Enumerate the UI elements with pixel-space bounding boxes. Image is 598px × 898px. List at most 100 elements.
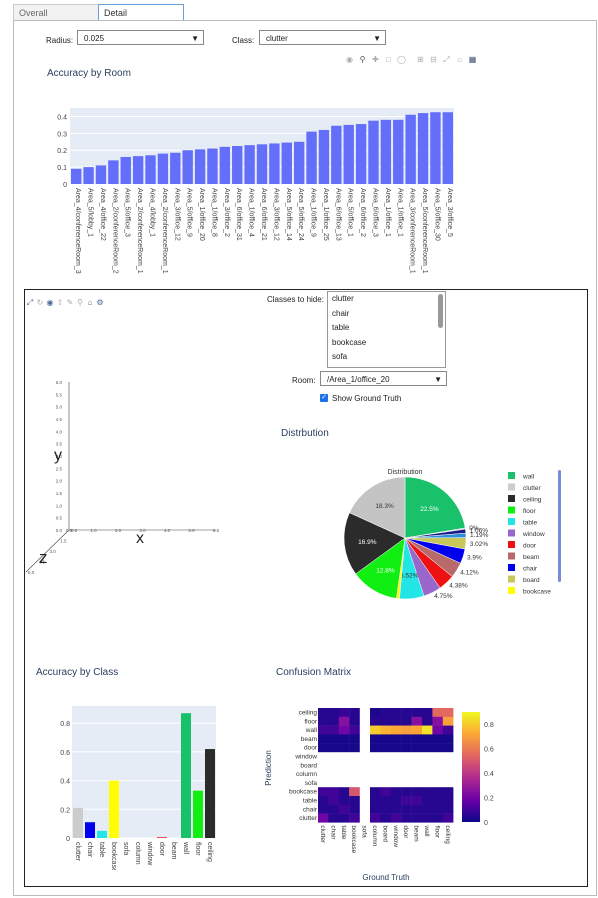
x-tick-label: beam — [413, 825, 420, 841]
heatmap-cell — [370, 813, 381, 823]
camera-icon[interactable]: ◉ — [46, 298, 54, 307]
y-tick-label: 0.1 — [57, 165, 67, 172]
heatmap-cell — [422, 716, 433, 726]
zoom-icon[interactable]: ⚲ — [77, 298, 83, 307]
y-tick-label: 3.5 — [56, 442, 63, 447]
heatmap-cell — [349, 708, 360, 717]
bar — [256, 144, 268, 184]
heatmap-cell — [318, 796, 329, 805]
legend-swatch — [508, 518, 515, 525]
x-tick-label: Area_1/office_1 — [384, 188, 391, 237]
heatmap-cell — [442, 716, 454, 726]
room-select[interactable]: /Area_1/office_20 ▼ — [320, 371, 447, 386]
heatmap-cell — [390, 796, 402, 805]
plotly-logo-icon[interactable]: ▦ — [468, 55, 477, 64]
box-select-icon[interactable]: □ — [386, 55, 391, 64]
bar — [281, 142, 292, 184]
scene-3d-plot[interactable]: 0.0 0.5 1.0 1.5 2.0 2.5 3.0 3.5 4.0 4.5 5.0 5.5 6.0 0… — [24, 370, 224, 580]
heatmap-cell — [380, 796, 391, 805]
heatmap-cell — [401, 796, 412, 805]
x-tick-label: Area_2/conferenceRoom_1 — [161, 188, 168, 274]
heatmap-cell — [442, 796, 454, 805]
radius-select[interactable]: 0.025 ▼ — [77, 30, 204, 45]
class-label: Class: — [232, 36, 255, 45]
x-tick-label: Area_1/office_9 — [310, 188, 317, 237]
hide-option-table[interactable]: table — [332, 323, 350, 332]
hide-option-chair[interactable]: chair — [332, 308, 350, 318]
pan-icon[interactable]: ✚ — [372, 55, 379, 64]
lasso-icon[interactable]: ◯ — [397, 55, 406, 64]
x-tick-label: Area_5/office_14 — [285, 188, 292, 241]
y-tick-label: 0.2 — [60, 807, 70, 814]
y-tick-label: 0.5 — [56, 516, 63, 521]
heatmap-cell — [370, 716, 381, 726]
pie-label: 22.5% — [420, 506, 439, 513]
y-tick-label: window — [294, 754, 317, 761]
zoom-in-icon[interactable]: ⊞ — [417, 55, 424, 64]
bar — [219, 146, 231, 184]
heatmap-cell — [370, 708, 381, 717]
classes-to-hide-list[interactable]: clutter chair table bookcase sofa — [327, 291, 446, 368]
x-tick-label: table — [98, 842, 105, 857]
turntable-icon[interactable]: ⇧ — [56, 298, 64, 307]
legend-label: beam — [523, 554, 539, 561]
hide-option-sofa[interactable]: sofa — [332, 352, 348, 361]
home-icon[interactable]: ⌂ — [87, 298, 93, 307]
heatmap-cell — [432, 708, 443, 717]
heatmap-cell — [432, 804, 443, 814]
list-scrollbar[interactable] — [438, 294, 443, 328]
x-tick-label: Area_1/office_1 — [396, 188, 403, 237]
x-tick-label: bookcase — [350, 825, 357, 853]
heatmap-cell — [411, 787, 423, 797]
bar — [83, 167, 94, 184]
y-axis-title: Prediction — [264, 750, 273, 786]
zoom-icon[interactable]: ⚲ — [359, 55, 366, 64]
hide-option-clutter[interactable]: clutter — [332, 294, 354, 303]
x-tick-label: Area_1/office_4 — [248, 188, 255, 237]
bar — [181, 713, 191, 838]
radius-label: Radius: — [46, 36, 74, 45]
legend-label: door — [523, 543, 537, 550]
heatmap-cell — [401, 708, 412, 717]
x-tick-label: wall — [423, 824, 430, 837]
gear-icon[interactable]: ⚙ — [96, 298, 104, 307]
ground-truth-checkbox[interactable]: ✓ — [320, 394, 328, 402]
zoom-out-icon[interactable]: ⊟ — [430, 55, 437, 64]
orbit-icon[interactable]: ↻ — [36, 298, 44, 307]
class-select[interactable]: clutter ▼ — [259, 30, 386, 45]
legend-scrollbar — [558, 470, 561, 582]
heatmap-cell — [411, 716, 423, 726]
heatmap-cell — [349, 725, 360, 735]
heatmap-cell — [328, 734, 339, 744]
pie-label: 3.9% — [467, 555, 482, 562]
x-tick-label: 5.0 — [188, 528, 195, 533]
edit-icon[interactable]: ✎ — [66, 298, 74, 307]
hide-option-bookcase[interactable]: bookcase — [332, 337, 367, 347]
autoscale-icon[interactable]: ⤢ — [443, 55, 450, 64]
x-tick-label: Area_3/office_2 — [223, 188, 230, 237]
bar — [306, 131, 317, 184]
heatmap-cell — [422, 708, 433, 717]
heatmap-cell — [318, 708, 329, 717]
bar — [170, 152, 181, 184]
tab-detail[interactable]: Detail — [98, 4, 184, 21]
heatmap-cell — [380, 743, 391, 753]
heatmap-cell — [338, 708, 350, 717]
y-tick-label: 0.3 — [57, 131, 67, 138]
classes-to-hide-label: Classes to hide: — [267, 295, 324, 304]
bar — [318, 129, 330, 184]
tab-overall[interactable]: Overall — [13, 4, 99, 21]
colorbar-tick-label: 0.2 — [484, 796, 494, 803]
legend-swatch — [508, 483, 515, 491]
heatmap-cell — [432, 725, 443, 735]
heatmap-cell — [422, 787, 433, 797]
pie-slice — [349, 476, 406, 539]
heatmap-cell — [442, 734, 454, 744]
pie-label: 6.52% — [400, 573, 419, 580]
z-axis-line — [25, 529, 70, 573]
x-tick-label: Area_2/conferenceRoom_2 — [111, 188, 118, 274]
camera-icon[interactable]: ◉ — [346, 55, 353, 64]
expand-icon[interactable]: ⤢ — [26, 298, 34, 307]
home-icon[interactable]: ⌂ — [457, 55, 462, 64]
legend-swatch — [508, 506, 515, 514]
